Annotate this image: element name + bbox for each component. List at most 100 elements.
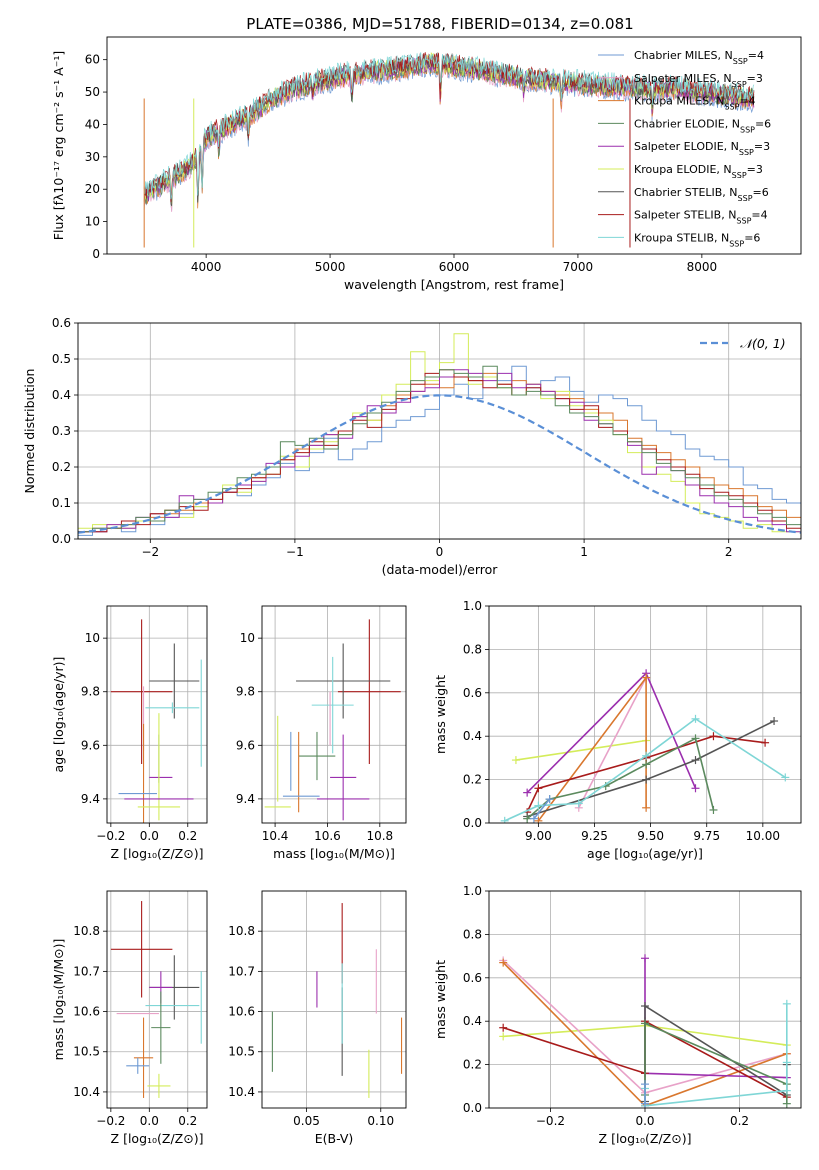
x-tick-label: −2 <box>141 545 159 559</box>
x-axis-label: E(B-V) <box>315 1131 354 1146</box>
x-tick-label: 1 <box>580 545 588 559</box>
x-axis-label: (data-model)/error <box>382 562 499 577</box>
y-tick-label: 9.4 <box>81 792 100 806</box>
y-tick-label: 0.4 <box>463 1014 482 1028</box>
y-tick-label: 0.2 <box>463 1058 482 1072</box>
x-tick-label: 4000 <box>191 260 222 274</box>
axes-frame <box>106 36 802 255</box>
x-tick-label: 0.2 <box>178 1114 197 1128</box>
x-axis-label: age [log₁₀(age/yr)] <box>587 846 703 861</box>
axes-frame <box>261 890 407 1109</box>
legend-label: Salpeter STELIB, NSSP=4 <box>634 209 768 226</box>
y-tick-label: 9.8 <box>236 685 255 699</box>
y-tick-label: 10.7 <box>73 964 100 978</box>
x-axis-label: wavelength [Angstrom, rest frame] <box>344 277 564 292</box>
y-tick-label: 0.0 <box>52 532 71 546</box>
x-axis-label: Z [log₁₀(Z/Z⊙)] <box>111 1131 204 1146</box>
spectrum-lines <box>143 51 755 248</box>
axes-frame <box>106 605 208 824</box>
x-axis-label: Z [log₁₀(Z/Z⊙)] <box>599 1131 692 1146</box>
y-tick-label: 0 <box>92 247 100 261</box>
x-tick-label: −0.2 <box>536 1114 565 1128</box>
x-tick-label: 5000 <box>315 260 346 274</box>
y-tick-label: 1.0 <box>463 884 482 898</box>
y-tick-label: 1.0 <box>463 599 482 613</box>
y-tick-label: 10.7 <box>228 964 255 978</box>
axes-frame <box>488 890 802 1109</box>
x-tick-label: −0.2 <box>96 1114 125 1128</box>
y-tick-label: 10 <box>85 631 100 645</box>
x-tick-label: 0.2 <box>730 1114 749 1128</box>
mass-weight-line <box>533 798 551 820</box>
axes-frame <box>77 322 802 540</box>
x-tick-label: −0.2 <box>96 829 125 843</box>
y-axis-label: mass weight <box>433 960 448 1039</box>
y-axis-label: Flux [fλ10⁻¹⁷ erg cm⁻² s⁻¹ A⁻¹] <box>51 51 66 240</box>
y-tick-label: 0.6 <box>52 316 71 330</box>
y-tick-label: 10.6 <box>228 1005 255 1019</box>
y-axis-label: mass [log₁₀(M/M⊙)] <box>51 939 66 1061</box>
x-tick-label: 10.8 <box>366 829 393 843</box>
mass-weight-line <box>526 737 715 820</box>
y-tick-label: 0.0 <box>463 1101 482 1115</box>
spectrum-line <box>143 52 755 200</box>
x-tick-label: 0.05 <box>293 1114 320 1128</box>
y-tick-label: 10.4 <box>228 1085 255 1099</box>
y-tick-label: 0.1 <box>52 496 71 510</box>
y-tick-label: 10.5 <box>73 1045 100 1059</box>
mass-weight-line <box>515 739 647 761</box>
x-tick-label: 9.75 <box>693 829 720 843</box>
y-tick-label: 10.4 <box>73 1085 100 1099</box>
x-tick-label: 0.2 <box>178 829 197 843</box>
errorbar-group <box>110 619 202 823</box>
y-tick-label: 0.3 <box>52 424 71 438</box>
y-tick-label: 0.4 <box>463 729 482 743</box>
legend-label: Chabrier STELIB, NSSP=6 <box>634 186 769 203</box>
y-tick-label: 0.6 <box>463 971 482 985</box>
y-tick-label: 10 <box>240 631 255 645</box>
errorbar-group <box>110 901 202 1098</box>
y-tick-label: 0.5 <box>52 352 71 366</box>
errorbar-group <box>264 619 401 821</box>
y-tick-label: 0.4 <box>52 388 71 402</box>
y-tick-label: 0.0 <box>463 816 482 830</box>
mass-weight-line <box>578 677 647 809</box>
y-tick-label: 10.5 <box>228 1045 255 1059</box>
y-tick-label: 9.6 <box>81 738 100 752</box>
axes-frame <box>106 890 208 1109</box>
y-tick-label: 10.8 <box>73 924 100 938</box>
axes-frame <box>261 605 407 824</box>
x-tick-label: 0.0 <box>140 829 159 843</box>
x-tick-label: 2 <box>725 545 733 559</box>
legend-label: Kroupa ELODIE, NSSP=3 <box>634 163 763 180</box>
x-tick-label: 8000 <box>687 260 718 274</box>
histogram-group <box>78 333 801 539</box>
y-axis-label: mass weight <box>433 675 448 754</box>
x-tick-label: 9.50 <box>637 829 664 843</box>
y-tick-label: 50 <box>85 85 100 99</box>
gaussian-curve <box>78 394 801 534</box>
y-tick-label: 9.8 <box>81 685 100 699</box>
y-tick-label: 9.4 <box>236 792 255 806</box>
x-tick-label: 9.25 <box>581 829 608 843</box>
y-tick-label: 20 <box>85 182 100 196</box>
x-axis-label: mass [log₁₀(M/M⊙)] <box>273 846 395 861</box>
y-tick-label: 10 <box>85 215 100 229</box>
x-tick-label: 7000 <box>563 260 594 274</box>
legend-label: Kroupa STELIB, NSSP=6 <box>634 231 760 248</box>
mass-weight-line <box>537 675 647 822</box>
y-tick-label: 0.2 <box>52 460 71 474</box>
y-axis-label: Normed distribution <box>22 369 37 494</box>
line-group <box>500 669 790 823</box>
legend-label: Chabrier MILES, NSSP=4 <box>634 49 764 66</box>
x-tick-label: 0 <box>436 545 444 559</box>
legend-label: Salpeter ELODIE, NSSP=3 <box>634 140 770 157</box>
y-tick-label: 0.6 <box>463 686 482 700</box>
y-tick-label: 0.2 <box>463 773 482 787</box>
y-axis-label: age [log₁₀(age/yr)] <box>51 657 66 773</box>
y-tick-label: 0.8 <box>463 642 482 656</box>
y-tick-label: 0.8 <box>463 927 482 941</box>
x-tick-label: 0.0 <box>635 1114 654 1128</box>
x-tick-label: 9.00 <box>525 829 552 843</box>
